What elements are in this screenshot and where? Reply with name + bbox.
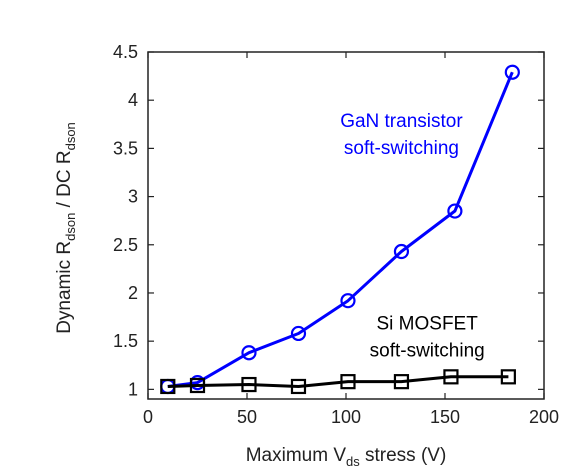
y-tick-label: 1 [128,379,138,399]
data-point-si [393,374,410,390]
si-annotation-line: Si MOSFET [377,314,479,335]
x-tick-label: 0 [143,407,153,427]
y-tick-label: 2.5 [113,235,138,255]
si-annotation: Si MOSFET soft-switching [370,314,485,362]
y-axis-label: Dynamic Rdson / DC Rdson [54,122,78,334]
data-point-gan [504,64,520,80]
y-tick-label: 3.5 [113,138,138,158]
data-point-gan [340,293,356,309]
x-tick-label: 150 [430,407,460,427]
data-point-si [500,369,516,385]
y-axis-label-part1: Dynamic R [54,241,75,334]
y-axis-label-subscript2: dson [63,122,78,150]
data-point-si [290,378,307,395]
y-tick-label: 1.5 [113,331,138,351]
x-tick-label: 200 [529,407,559,427]
tick-labels: 0 50 100 150 200 1 1.5 2 2.5 3 3.5 4 4.5 [113,42,559,427]
data-point-si [241,376,257,393]
gan-annotation-line: soft-switching [344,138,459,159]
y-axis-label-part2: / DC R [54,150,75,212]
series-line-gan [167,71,514,388]
x-tick-label: 50 [237,407,257,427]
x-axis-label: Maximum Vds stress (V) [246,445,447,469]
gan-annotation-line: GaN transistor [340,111,463,132]
si-annotation-line: soft-switching [370,341,485,362]
x-axis-label-main: Maximum V [246,445,347,466]
y-tick-label: 3 [128,187,138,207]
data-point-si [189,377,206,394]
y-tick-label: 4 [128,90,138,110]
series-line-si [167,375,509,388]
x-tick-label: 100 [331,407,361,427]
y-tick-label: 4.5 [113,42,138,62]
data-point-si [443,369,459,385]
gan-annotation: GaN transistor soft-switching [340,111,463,159]
data-point-gan [290,325,307,342]
series-layer [160,64,520,395]
data-point-gan [447,203,463,219]
plot-area [148,52,544,399]
x-axis-label-subscript: ds [346,454,360,469]
plot-frame [147,51,545,400]
data-point-si [160,378,176,395]
data-point-si [340,374,356,390]
data-point-gan [241,345,257,361]
y-tick-label: 2 [128,283,138,303]
annotation-layer: GaN transistor soft-switching Si MOSFET sof… [340,111,485,361]
x-axis-label-rest: stress (V) [360,445,447,466]
series-si [160,369,516,395]
y-axis-label-subscript1: dson [63,213,78,241]
data-point-gan [393,243,410,260]
